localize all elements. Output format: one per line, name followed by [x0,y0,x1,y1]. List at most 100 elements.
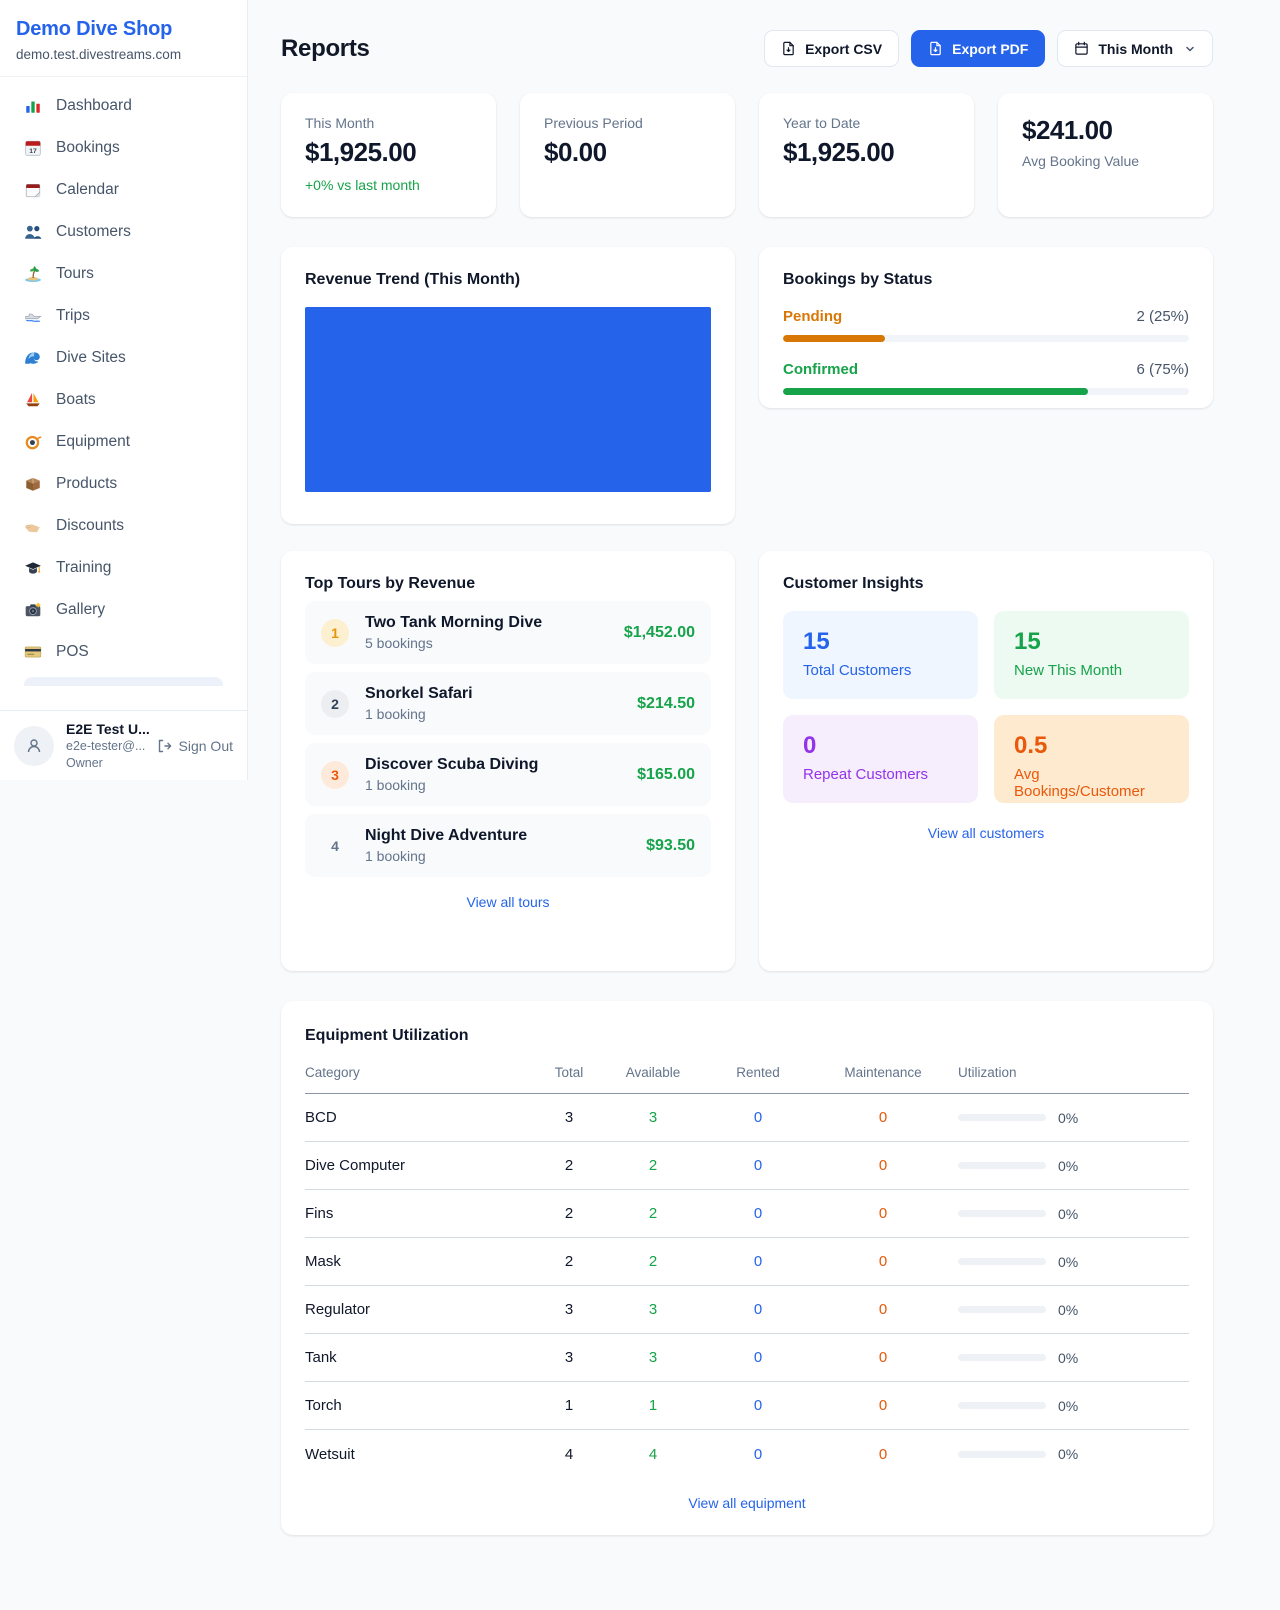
insight-value: 0 [803,732,817,759]
sidebar-item-discounts[interactable]: Discounts [12,509,235,543]
period-dropdown[interactable]: This Month [1057,30,1213,67]
stat-card-year-to-date: Year to Date $1,925.00 [759,93,974,217]
export-pdf-button[interactable]: Export PDF [911,30,1046,67]
equipment-category: Tank [305,1349,337,1366]
view-all-customers-link[interactable]: View all customers [927,825,1045,841]
equipment-total: 2 [564,1157,574,1174]
status-bar-track [783,388,1189,395]
utilization-bar [958,1354,1046,1361]
sidebar-item-trips[interactable]: Trips [12,299,235,333]
rank-badge: 3 [321,760,349,789]
sidebar-item-label: POS [56,643,89,660]
view-all-equipment-link[interactable]: View all equipment [688,1495,806,1511]
insight-value: 0.5 [1014,732,1048,759]
stat-label: This Month [305,115,375,131]
insight-tile-total-customers: 15 Total Customers [783,611,978,699]
column-header: Maintenance [844,1065,922,1080]
sidebar-item-active-partial[interactable] [24,677,223,686]
utilization-percent: 0% [1058,1446,1079,1462]
equipment-utilization-title: Equipment Utilization [305,1027,469,1044]
table-row: Fins 2 2 0 0 0% [305,1190,1189,1238]
sidebar-item-products[interactable]: Products [12,467,235,501]
sidebar-item-dashboard[interactable]: Dashboard [12,89,235,123]
status-row-confirmed: Confirmed 6 (75%) [783,361,1189,395]
sidebar-item-dive-sites[interactable]: Dive Sites [12,341,235,375]
sidebar-item-label: Dashboard [56,97,132,114]
island-icon [25,266,41,282]
customer-insights-title: Customer Insights [783,575,924,592]
tour-bookings: 1 booking [365,777,426,793]
tour-name: Two Tank Morning Dive [365,614,543,631]
stat-value: $1,925.00 [305,137,417,167]
sidebar-item-tours[interactable]: Tours [12,257,235,291]
column-header: Total [554,1065,584,1080]
equipment-available: 3 [648,1301,658,1318]
utilization-percent: 0% [1058,1253,1079,1270]
equipment-rented: 0 [753,1397,763,1414]
revenue-trend-title: Revenue Trend (This Month) [305,271,521,288]
insight-tile-avg-bookings: 0.5 Avg Bookings/Customer [994,715,1189,803]
sidebar-item-equipment[interactable]: Equipment [12,425,235,459]
sidebar-item-calendar[interactable]: Calendar [12,173,235,207]
calendar-date-icon: 17 [25,140,41,156]
utilization-percent: 0% [1058,1109,1079,1126]
sidebar-item-gallery[interactable]: Gallery [12,593,235,627]
sidebar-nav: Dashboard 17 Bookings Calendar Customers… [0,77,247,686]
status-row-pending: Pending 2 (25%) [783,308,1189,342]
stat-card-avg-booking-value: $241.00 Avg Booking Value [998,93,1213,217]
equipment-total: 3 [564,1301,574,1318]
tag-icon [25,524,40,533]
status-label: Pending [783,308,843,325]
rank-badge: 2 [321,689,349,718]
shop-subdomain: demo.test.divestreams.com [16,47,182,62]
tour-row[interactable]: 4 Night Dive Adventure 1 booking $93.50 [305,814,711,877]
utilization-bar [958,1306,1046,1313]
revenue-trend-card: Revenue Trend (This Month) [281,247,735,524]
sidebar-item-pos[interactable]: POS [12,635,235,669]
sidebar-item-customers[interactable]: Customers [12,215,235,249]
tour-bookings: 1 booking [365,848,426,864]
equipment-total: 3 [564,1109,574,1126]
equipment-maintenance: 0 [878,1109,888,1126]
equipment-category: Dive Computer [305,1157,406,1174]
status-value: 6 (75%) [1136,361,1189,378]
tour-name: Snorkel Safari [365,685,473,702]
utilization-percent: 0% [1058,1301,1079,1318]
export-csv-label: Export CSV [805,40,883,57]
column-header: Available [625,1065,681,1080]
column-header: Utilization [958,1065,1017,1080]
tour-row[interactable]: 2 Snorkel Safari 1 booking $214.50 [305,672,711,735]
utilization-bar [958,1114,1046,1121]
rank-badge: 4 [331,837,339,854]
sign-out-button[interactable]: Sign Out [156,738,233,754]
table-row: Mask 2 2 0 0 0% [305,1238,1189,1286]
top-tours-title: Top Tours by Revenue [305,575,476,592]
equipment-utilization-card: Equipment Utilization Category Total Ava… [281,1001,1213,1535]
tour-row[interactable]: 1 Two Tank Morning Dive 5 bookings $1,45… [305,601,711,664]
sidebar-item-label: Customers [56,223,131,240]
tour-row[interactable]: 3 Discover Scuba Diving 1 booking $165.0… [305,743,711,806]
equipment-rented: 0 [753,1205,763,1222]
export-csv-button[interactable]: Export CSV [764,30,900,67]
file-download-icon [930,41,941,56]
view-all-tours-link[interactable]: View all tours [466,894,550,910]
status-bar-fill [783,388,1088,395]
utilization-percent: 0% [1058,1349,1079,1366]
equipment-rented: 0 [753,1349,763,1366]
sidebar-item-label: Tours [56,265,94,282]
insight-label: Repeat Customers [803,766,929,783]
equipment-maintenance: 0 [878,1349,888,1366]
camera-icon [25,602,41,617]
sailboat-icon [26,392,40,407]
sidebar-item-training[interactable]: Training [12,551,235,585]
equipment-rented: 0 [753,1445,763,1463]
equipment-available: 2 [648,1205,658,1222]
user-role: Owner [66,755,103,770]
sidebar-item-boats[interactable]: Boats [12,383,235,417]
dive-mask-icon [25,435,42,450]
shop-title: Demo Dive Shop [16,18,173,40]
tour-revenue: $214.50 [637,694,695,712]
sidebar-item-bookings[interactable]: 17 Bookings [12,131,235,165]
status-label: Confirmed [783,361,858,378]
column-header: Category [305,1065,360,1080]
